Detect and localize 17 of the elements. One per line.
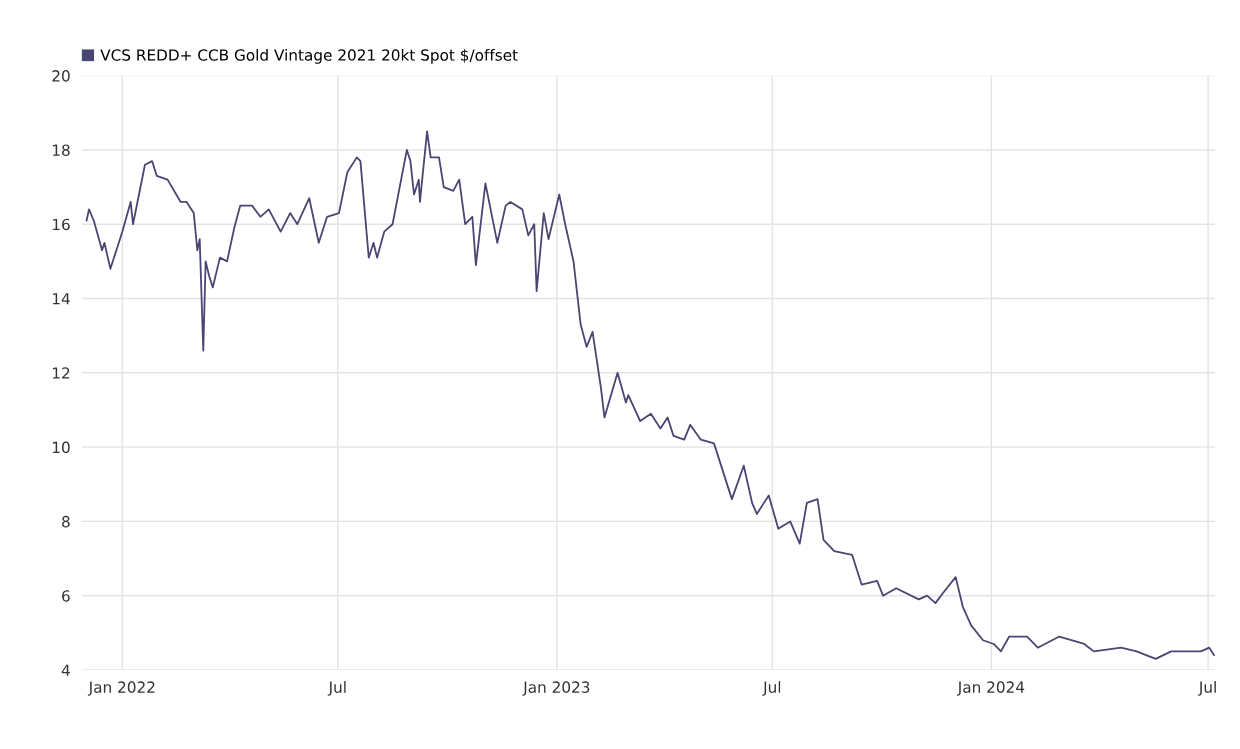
x-tick-label: Jan 2023 [522,681,590,696]
x-tick-label: Jan 2024 [956,681,1025,696]
y-tick-label: 18 [52,144,70,156]
y-tick-label: 6 [62,590,70,602]
y-tick-label: 10 [52,441,70,454]
y-tick-label: 14 [52,293,70,305]
y-tick-label: 20 [52,70,70,82]
y-tick-label: 16 [52,218,70,231]
line-series [85,130,1215,660]
x-tick-label: Jul [327,681,346,696]
y-tick-label: 12 [52,367,70,379]
x-tick-label: Jul [762,681,781,696]
y-tick-label: 8 [62,515,70,528]
x-tick-label: Jan 2022 [87,681,155,696]
legend-label: VCS REDD+ CCB Gold Vintage 2021 20kt Spot $/offset [100,48,518,64]
y-tick-label: 4 [61,664,70,676]
x-tick-label: Jul [1198,681,1216,696]
